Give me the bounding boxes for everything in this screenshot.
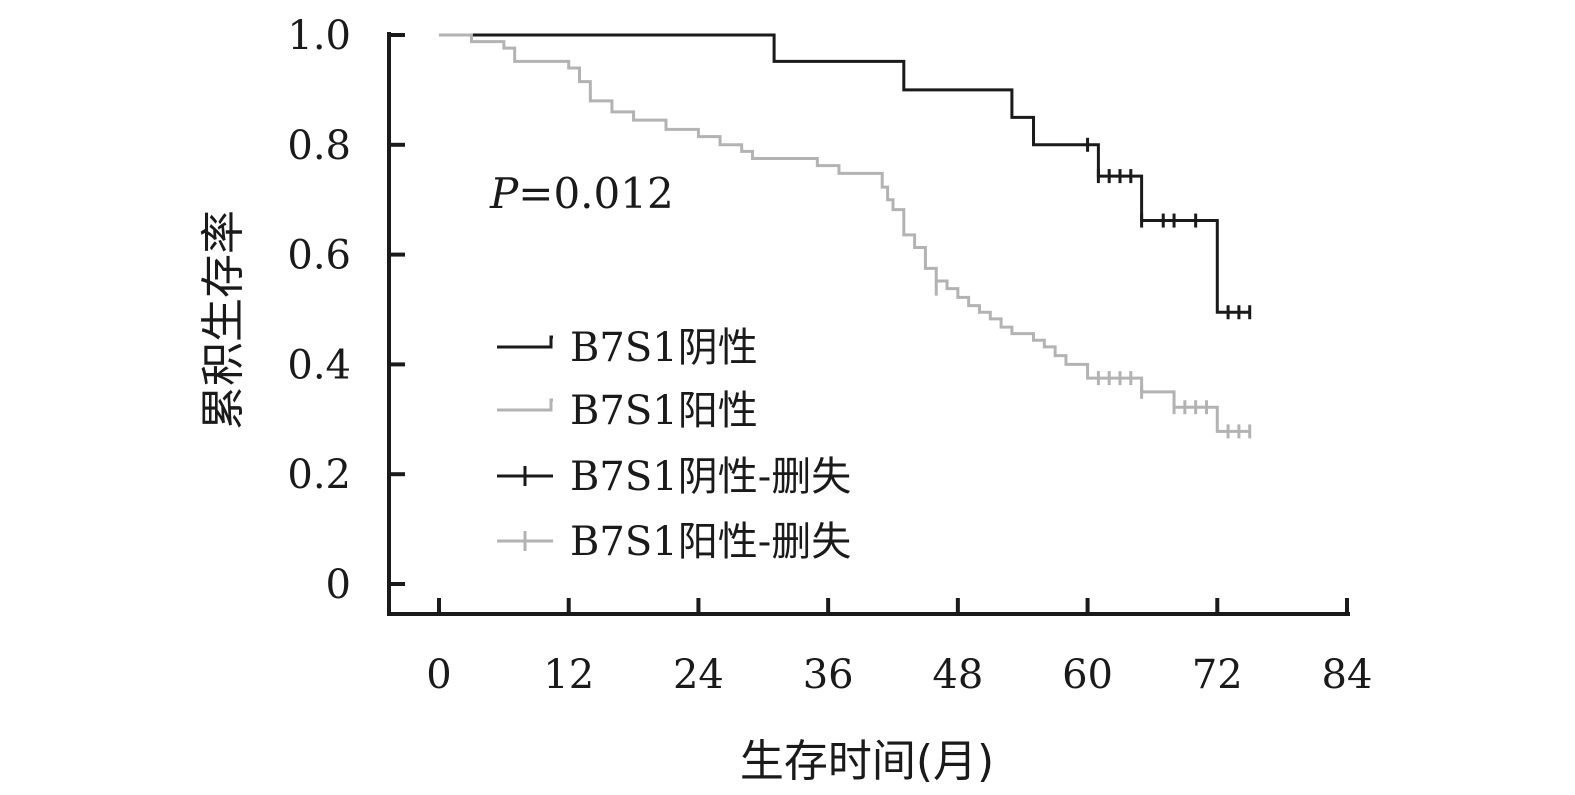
x-tick-label: 48 xyxy=(932,652,983,698)
y-tick-label: 1.0 xyxy=(287,13,351,59)
legend: B7S1阴性 B7S1阳性 B7S1阴性-删失 B7S1阳性-删失 xyxy=(497,325,851,565)
y-tick-label: 0 xyxy=(326,562,351,608)
b7s1-positive-survival-curve xyxy=(439,33,1250,433)
legend-label: B7S1阴性 xyxy=(570,325,758,371)
y-tick-label: 0.6 xyxy=(287,233,351,279)
x-tick-label: 0 xyxy=(426,652,451,698)
legend-step-symbol xyxy=(497,398,553,412)
b7s1-negative-survival-curve xyxy=(439,33,1250,314)
legend-item: B7S1阳性 xyxy=(497,388,758,434)
p-value-text: =0.012 xyxy=(518,169,673,218)
x-tick-label: 24 xyxy=(673,652,724,698)
legend-label: B7S1阳性-删失 xyxy=(570,519,851,565)
y-tick-label: 0.4 xyxy=(287,342,351,388)
y-tick-label: 0.8 xyxy=(287,123,351,169)
x-tick-label: 36 xyxy=(803,652,854,698)
x-tick-label: 84 xyxy=(1322,652,1373,698)
x-tick-label: 60 xyxy=(1062,652,1113,698)
p-value-annotation: P=0.012 xyxy=(489,169,674,218)
legend-item: B7S1阴性 xyxy=(497,325,758,371)
legend-item: B7S1阴性-删失 xyxy=(497,454,851,500)
x-tick-label: 72 xyxy=(1192,652,1243,698)
axes: 0 0.2 0.4 0.6 0.8 1.0 0 12 24 36 48 60 72 84 xyxy=(287,13,1372,698)
y-axis-title: 累积生存率 xyxy=(198,210,249,430)
x-axis-title: 生存时间(月) xyxy=(740,736,994,787)
legend-label: B7S1阴性-删失 xyxy=(570,454,851,500)
plot-area xyxy=(439,33,1252,439)
y-tick-label: 0.2 xyxy=(287,452,351,498)
legend-item: B7S1阳性-删失 xyxy=(497,519,851,565)
legend-step-symbol xyxy=(497,335,553,349)
legend-label: B7S1阳性 xyxy=(570,388,758,434)
x-tick-label: 12 xyxy=(543,652,594,698)
p-value-symbol: P xyxy=(489,169,519,218)
